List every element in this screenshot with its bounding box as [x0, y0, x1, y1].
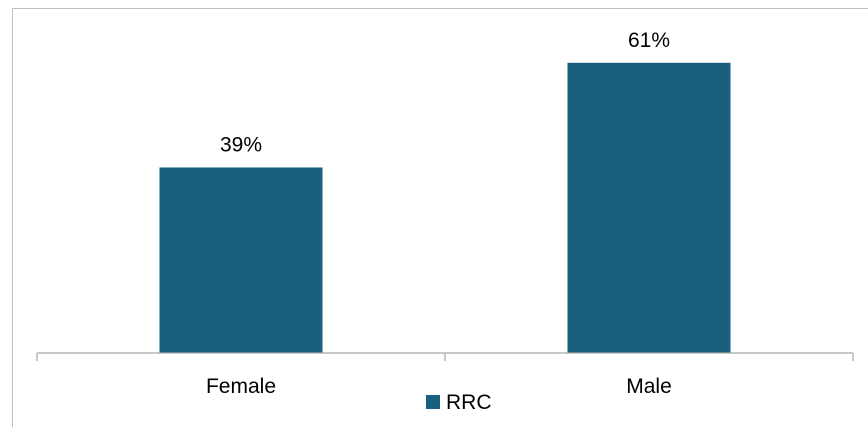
legend-swatch-rrc: [426, 395, 440, 409]
bar-female: [159, 167, 323, 353]
category-labels-group: Female Male: [206, 375, 672, 398]
data-label-male: 61%: [628, 29, 670, 52]
legend: RRC: [426, 391, 492, 414]
category-label-female: Female: [206, 375, 276, 398]
category-label-male: Male: [626, 375, 672, 398]
data-label-female: 39%: [220, 133, 262, 156]
bars-group: [159, 62, 731, 354]
x-axis-ticks: [36, 353, 854, 361]
legend-label-rrc: RRC: [446, 391, 492, 414]
bar-male: [567, 62, 731, 354]
value-labels-group: 39% 61%: [220, 29, 670, 157]
